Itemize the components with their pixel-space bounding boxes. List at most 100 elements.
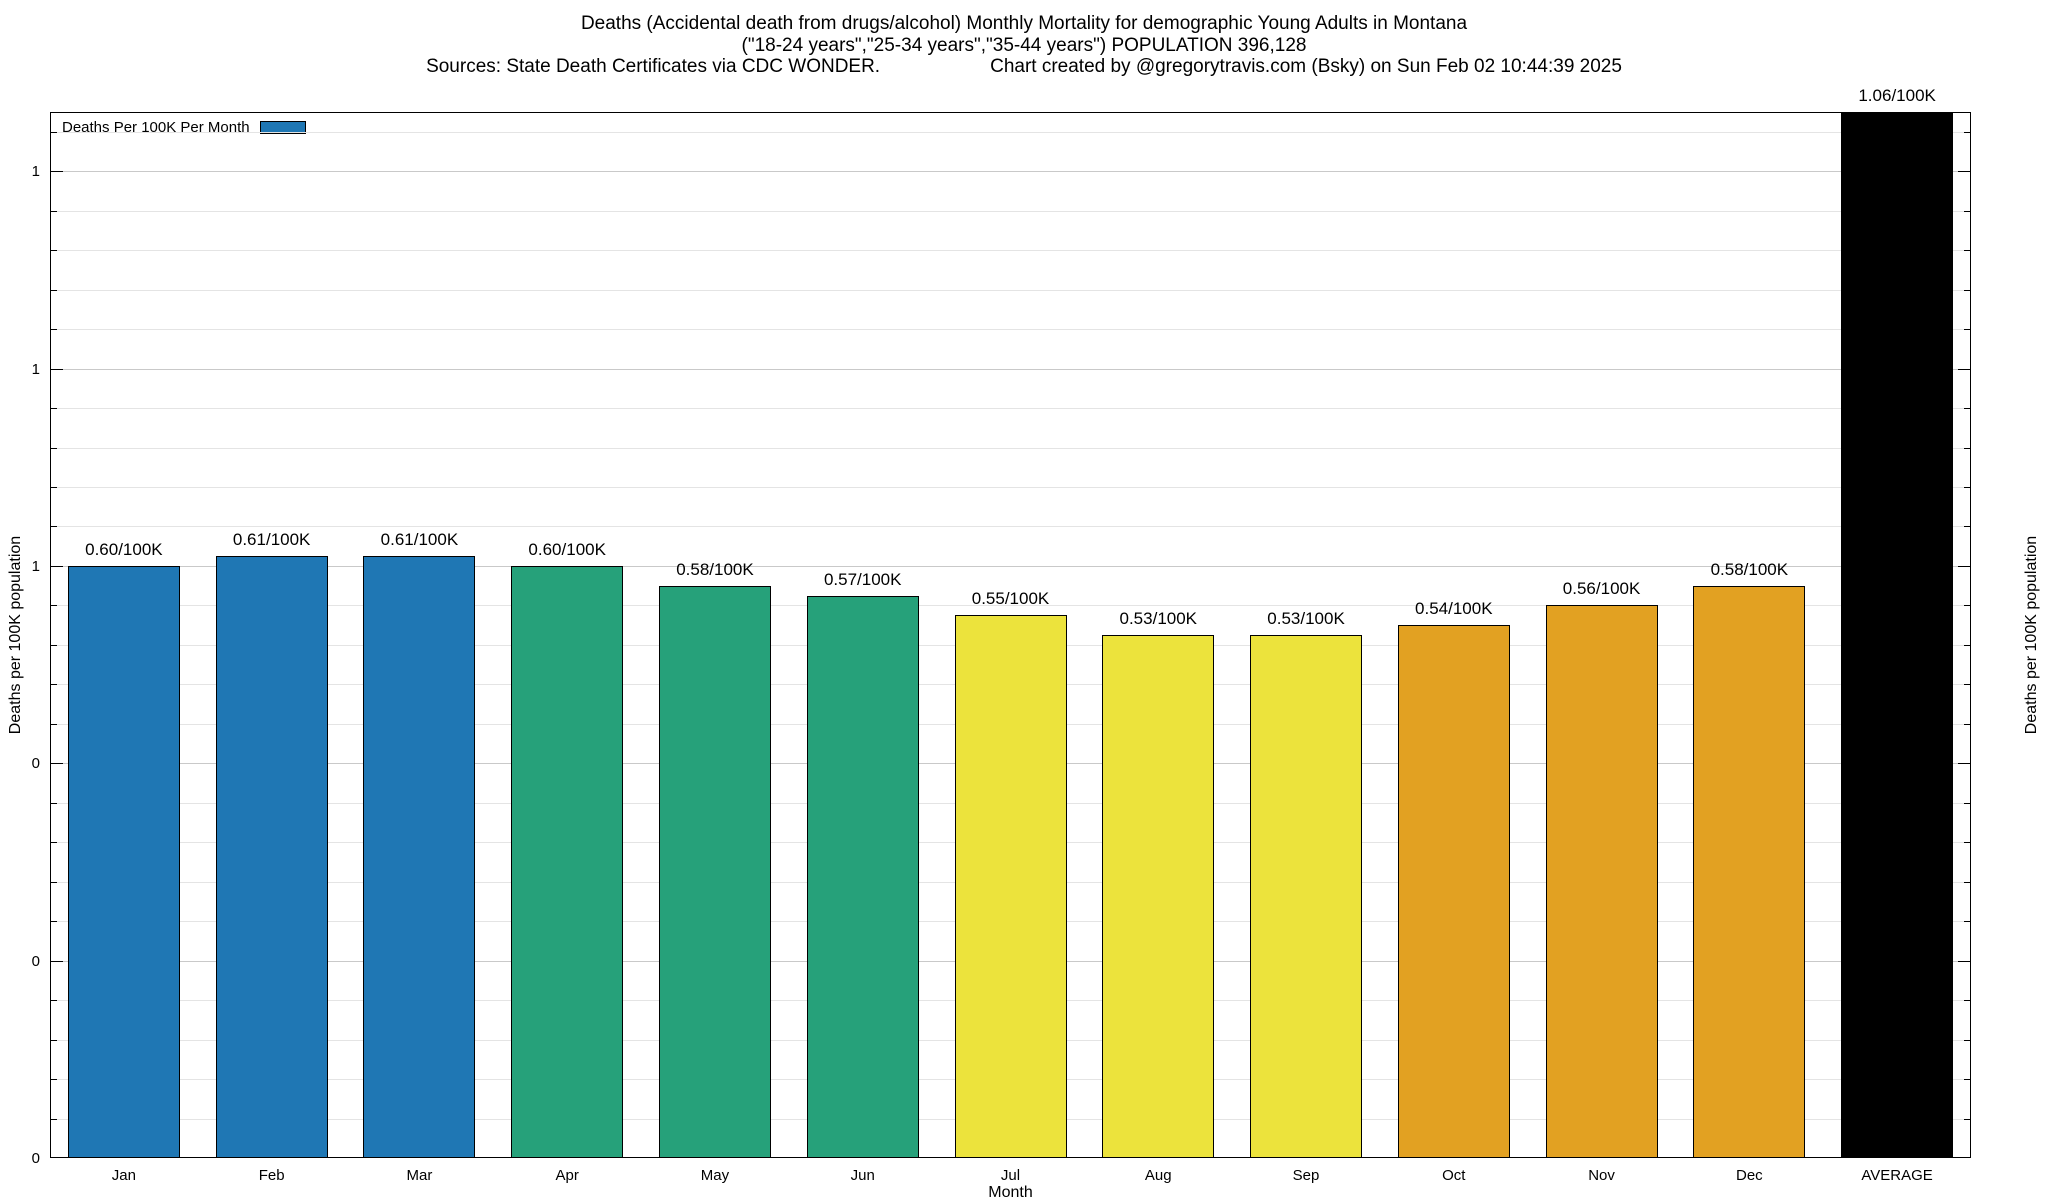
legend-swatch: [259, 121, 306, 134]
y-tickmark-right: [1964, 447, 1970, 449]
chart-sources: Sources: State Death Certificates via CD…: [426, 56, 881, 77]
bar-average: [1841, 112, 1954, 1158]
bar-apr: [511, 565, 624, 1158]
bar-value-label: 0.58/100K: [676, 559, 754, 579]
y-tickmark-left: [51, 408, 57, 410]
bar-value-label: 0.57/100K: [823, 569, 902, 589]
bar-value-label: 0.53/100K: [1119, 609, 1198, 628]
bar-may: [658, 585, 771, 1158]
y-tick-label: 1: [31, 557, 40, 575]
x-tick-sep: Sep: [1292, 1167, 1320, 1184]
y-tickmark-right: [1958, 960, 1970, 962]
y-tickmark-left: [51, 329, 57, 331]
y-tickmark-left: [51, 210, 57, 212]
y-tickmark-left: [51, 763, 63, 765]
y-tickmark-left: [51, 723, 57, 725]
y-axis-label-right: Deaths per 100K population: [2023, 535, 2040, 735]
y-tickmark-right: [1964, 723, 1970, 725]
bar-value-label: 0.60/100K: [85, 539, 163, 559]
y-tickmark-left: [51, 921, 57, 923]
bar-oct: [1397, 625, 1510, 1158]
bar-value-label: 0.60/100K: [528, 539, 606, 559]
y-tickmark-right: [1964, 881, 1970, 883]
x-tick-apr: Apr: [555, 1167, 579, 1184]
bar-value-label: 1.06/100K: [1858, 86, 1936, 105]
bar-value-label: 0.54/100K: [1415, 599, 1493, 619]
y-tickmark-left: [51, 644, 57, 646]
chart-title: Deaths (Accidental death from drugs/alco…: [580, 13, 1468, 34]
gridline: [51, 565, 1970, 567]
y-tickmark-right: [1958, 565, 1970, 567]
x-tick-jul: Jul: [1000, 1167, 1021, 1184]
y-tickmark-right: [1958, 763, 1970, 765]
gridline: [51, 605, 1970, 607]
x-tick-jun: Jun: [850, 1167, 875, 1184]
bar-feb: [215, 556, 328, 1158]
bar-value-label: 0.53/100K: [1267, 609, 1345, 628]
chart-credit: Chart created by @gregorytravis.com (Bsk…: [990, 56, 1622, 77]
y-tickmark-right: [1964, 644, 1970, 646]
x-tick-nov: Nov: [1588, 1167, 1615, 1184]
y-tickmark-left: [51, 802, 57, 804]
gridline: [51, 408, 1970, 410]
y-tickmark-right: [1964, 250, 1970, 252]
x-tick-dec: Dec: [1736, 1167, 1763, 1184]
y-tickmark-right: [1964, 605, 1970, 607]
x-tick-jan: Jan: [111, 1167, 136, 1184]
y-tick-label: 0: [31, 1150, 40, 1167]
y-tickmark-right: [1964, 526, 1970, 528]
y-tick-label: 0: [31, 952, 40, 970]
y-tickmark-left: [51, 684, 57, 686]
y-tickmark-right: [1964, 210, 1970, 212]
x-tick-oct: Oct: [1442, 1167, 1466, 1184]
bar-sep: [1250, 635, 1363, 1158]
y-tickmark-right: [1964, 921, 1970, 923]
y-tickmark-left: [51, 881, 57, 883]
y-tickmark-right: [1964, 486, 1970, 488]
chart-source-line: Sources: State Death Certificates via CD…: [0, 56, 2048, 78]
y-tickmark-right: [1964, 842, 1970, 844]
y-tickmark-left: [51, 447, 57, 449]
y-tick-label: 0: [31, 755, 40, 773]
y-tickmark-left: [51, 842, 57, 844]
x-tick-mar: Mar: [406, 1167, 433, 1184]
y-tick-label: 1: [31, 360, 40, 378]
y-tickmark-right: [1964, 684, 1970, 686]
bar-jun: [806, 595, 919, 1158]
y-tickmark-left: [51, 960, 63, 962]
gridline: [51, 486, 1970, 488]
y-axis-label-left: Deaths per 100K population: [7, 535, 24, 735]
x-tick-feb: Feb: [258, 1167, 285, 1184]
y-tickmark-right: [1964, 1079, 1970, 1081]
x-tick-aug: Aug: [1144, 1167, 1172, 1184]
gridline: [51, 368, 1970, 370]
y-tickmark-left: [51, 131, 57, 133]
gridline: [51, 171, 1970, 173]
y-tickmark-left: [51, 526, 57, 528]
bar-nov: [1545, 605, 1658, 1158]
y-tickmark-left: [51, 1000, 57, 1002]
y-tickmark-right: [1964, 131, 1970, 133]
bar-dec: [1693, 585, 1806, 1158]
y-tickmark-right: [1958, 171, 1970, 173]
y-tickmark-right: [1964, 329, 1970, 331]
bar-jul: [954, 615, 1067, 1158]
bar-value-label: 0.61/100K: [380, 530, 459, 550]
chart-header: Deaths (Accidental death from drugs/alco…: [0, 13, 2048, 78]
y-tickmark-right: [1964, 1118, 1970, 1120]
y-tickmark-left: [51, 289, 57, 291]
y-tickmark-left: [51, 1079, 57, 1081]
gridline: [51, 526, 1970, 528]
y-tickmark-left: [51, 565, 63, 567]
y-tickmark-left: [51, 605, 57, 607]
y-tickmark-right: [1964, 289, 1970, 291]
gridline: [51, 329, 1970, 331]
y-tickmark-right: [1964, 802, 1970, 804]
y-tickmark-left: [51, 171, 63, 173]
bar-mar: [363, 556, 476, 1158]
y-tick-label: 1: [31, 163, 40, 181]
bar-value-label: 0.55/100K: [971, 589, 1050, 609]
y-tickmark-right: [1964, 1000, 1970, 1002]
